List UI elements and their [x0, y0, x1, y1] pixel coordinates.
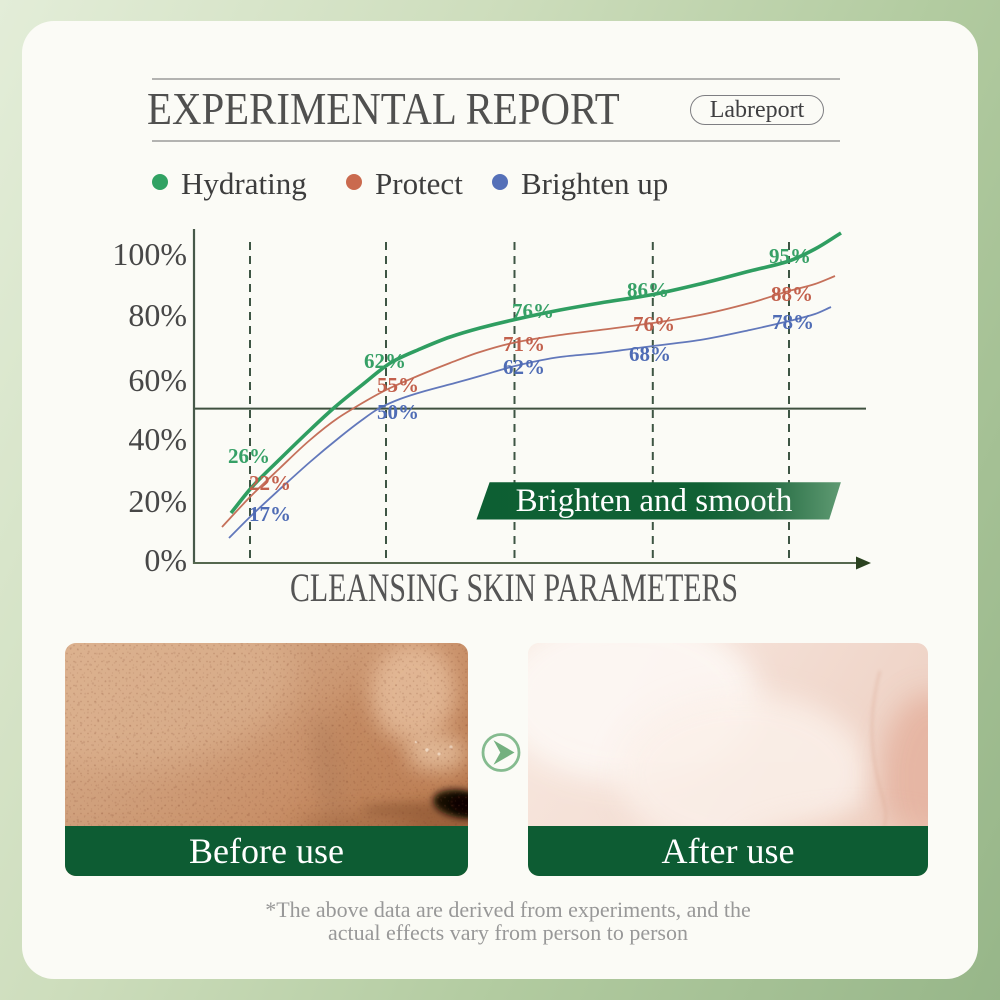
svg-text:76%: 76% — [633, 312, 675, 336]
svg-text:55%: 55% — [377, 373, 419, 397]
svg-text:78%: 78% — [772, 310, 814, 334]
svg-text:0%: 0% — [144, 542, 187, 578]
svg-text:100%: 100% — [112, 236, 187, 272]
svg-text:CLEANSING SKIN PARAMETERS: CLEANSING SKIN PARAMETERS — [290, 565, 738, 610]
svg-text:71%: 71% — [503, 332, 545, 356]
svg-text:62%: 62% — [503, 355, 545, 379]
svg-text:22%: 22% — [249, 471, 291, 495]
svg-text:Brighten and smooth: Brighten and smooth — [516, 483, 793, 519]
svg-text:26%: 26% — [228, 444, 270, 468]
svg-text:86%: 86% — [627, 278, 669, 302]
svg-text:17%: 17% — [249, 502, 291, 526]
svg-text:80%: 80% — [128, 297, 187, 333]
svg-text:20%: 20% — [128, 483, 187, 519]
svg-text:68%: 68% — [629, 342, 671, 366]
svg-text:60%: 60% — [128, 362, 187, 398]
svg-text:62%: 62% — [364, 349, 406, 373]
svg-text:88%: 88% — [771, 282, 813, 306]
svg-text:40%: 40% — [128, 421, 187, 457]
svg-text:95%: 95% — [769, 244, 811, 268]
svg-text:76%: 76% — [512, 299, 554, 323]
svg-text:50%: 50% — [377, 400, 419, 424]
